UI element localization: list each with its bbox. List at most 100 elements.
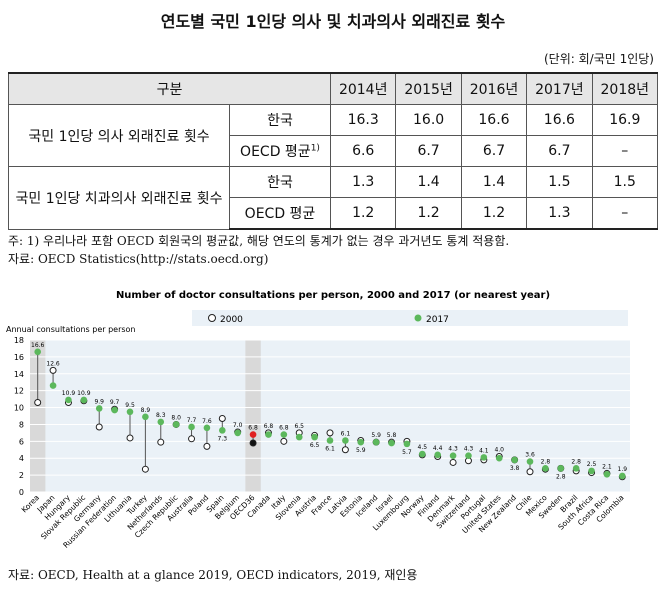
header-cell: 구분: [8, 72, 331, 105]
point-2017: [511, 456, 518, 464]
page-title: 연도별 국민 1인당 의사 및 치과의사 외래진료 횟수: [160, 12, 506, 31]
point-2017: [342, 437, 349, 444]
point-2017: [80, 396, 88, 404]
point-2000: [188, 435, 196, 443]
y-tick-label: 18: [14, 336, 24, 345]
table-cell: 1.2: [329, 197, 397, 230]
highlight-column: [245, 340, 261, 492]
legend-2000-marker: [208, 314, 216, 322]
data-label: 6.1: [341, 430, 351, 437]
table-cell: 16.9: [591, 104, 659, 136]
data-label: 5.7: [402, 449, 412, 456]
point-2017: [111, 406, 118, 414]
point-2017: [357, 438, 365, 446]
table-notes: 주: 1) 우리나라 포함 OECD 회원국의 평균값, 해당 연도의 통계가 …: [8, 232, 509, 268]
data-label: 7.3: [218, 435, 228, 442]
data-label: 4.4: [433, 445, 443, 452]
table-cell: 6.7: [526, 135, 593, 167]
highlight-column: [30, 340, 46, 492]
point-2017: [65, 396, 72, 404]
point-2017: [157, 418, 165, 426]
point-2017: [557, 465, 565, 472]
table-cell: 1.2: [395, 197, 462, 230]
data-label: 6.5: [294, 423, 304, 430]
data-label: 8.0: [171, 414, 181, 421]
plot-background: [30, 340, 630, 492]
legend-2017-marker: [414, 314, 422, 322]
data-label: 10.9: [77, 390, 91, 397]
data-label: 7.0: [233, 422, 243, 429]
point-2017: [172, 421, 180, 428]
point-2017: [542, 465, 549, 472]
row-sub-text: OECD 평균: [240, 144, 311, 160]
data-label: 2.1: [602, 463, 612, 470]
point-2000: [341, 446, 349, 454]
data-label: 4.1: [479, 447, 489, 454]
data-label: 4.0: [494, 447, 504, 454]
point-2017: [572, 465, 580, 472]
table-cell: 1.5: [526, 166, 593, 198]
row-group-label: 국민 1인당 치과의사 외래진료 횟수: [8, 166, 230, 230]
row-sub-label: 한국: [229, 166, 331, 198]
data-label: 2.8: [556, 473, 566, 480]
point-2000: [326, 429, 334, 437]
y-tick-label: 12: [14, 387, 24, 396]
unit-label: (단위: 회/국민 1인당): [544, 52, 654, 66]
point-2017: [219, 427, 226, 434]
table-row: 국민 1인당 의사 외래진료 횟수 한국 16.3 16.0 16.6 16.6…: [8, 104, 659, 167]
table-row: OECD 평균1) 6.6 6.7 6.7 6.7 –: [9, 135, 659, 167]
table-cell: 6.6: [329, 135, 397, 167]
table-source: 자료: OECD Statistics(http://stats.oecd.or…: [8, 252, 269, 266]
point-2017: [311, 433, 318, 441]
data-label: 5.9: [356, 447, 366, 454]
point-2017: [142, 413, 149, 421]
point-2000: [49, 366, 57, 374]
data-label: 9.9: [94, 398, 104, 405]
table-cell: 16.6: [526, 104, 593, 136]
point-2017: [34, 348, 41, 356]
point-2000: [203, 442, 211, 450]
data-label: 9.7: [110, 399, 120, 406]
data-label: 1.9: [618, 466, 628, 473]
data-label: 6.8: [279, 425, 289, 432]
point-2000: [157, 438, 165, 446]
data-label: 3.8: [510, 465, 520, 472]
point-2000: [526, 468, 534, 476]
point-2017: [619, 472, 626, 480]
point-2017: [265, 431, 272, 438]
chart-source: 자료: OECD, Health at a glance 2019, OECD …: [8, 568, 418, 582]
row-sub-label: 한국: [229, 104, 331, 136]
point-2017: [280, 431, 288, 438]
point-2017: [295, 433, 303, 441]
footnote-text: 주: 1) 우리나라 포함 OECD 회원국의 평균값, 해당 연도의 통계가 …: [8, 234, 510, 248]
data-label: 4.5: [418, 444, 428, 451]
data-label: 2.5: [587, 461, 597, 468]
row-group-label: 국민 1인당 의사 외래진료 횟수: [8, 104, 230, 167]
point-2017: [603, 470, 611, 478]
data-label: 12.6: [46, 360, 60, 367]
point-2017: [480, 454, 488, 461]
point-2017: [372, 438, 380, 446]
header-cell: 2014년: [329, 72, 397, 105]
point-2000: [280, 437, 288, 445]
y-axis-label: Annual consultations per person: [6, 325, 136, 334]
legend-2017-label: 2017: [426, 315, 449, 325]
point-2017: [95, 405, 103, 412]
data-label: 8.3: [156, 412, 166, 419]
data-label: 4.3: [448, 446, 458, 453]
y-tick-label: 6: [19, 437, 24, 446]
legend-2000-label: 2000: [220, 315, 243, 325]
table-cell: 1.4: [460, 166, 528, 198]
row-sub-label: OECD 평균1): [229, 135, 331, 167]
table-cell: –: [591, 135, 659, 167]
point-2017: [203, 424, 211, 432]
header-cell: 2016년: [460, 72, 528, 105]
data-label: 6.8: [248, 425, 258, 432]
table-cell: 1.2: [460, 197, 528, 230]
data-label: 2.8: [571, 458, 581, 465]
header-cell: 2015년: [395, 72, 462, 105]
consultations-chart: Number of doctor consultations per perso…: [6, 290, 630, 550]
point-2017: [388, 439, 395, 447]
point-2017: [526, 458, 534, 465]
point-2017: [465, 452, 472, 459]
